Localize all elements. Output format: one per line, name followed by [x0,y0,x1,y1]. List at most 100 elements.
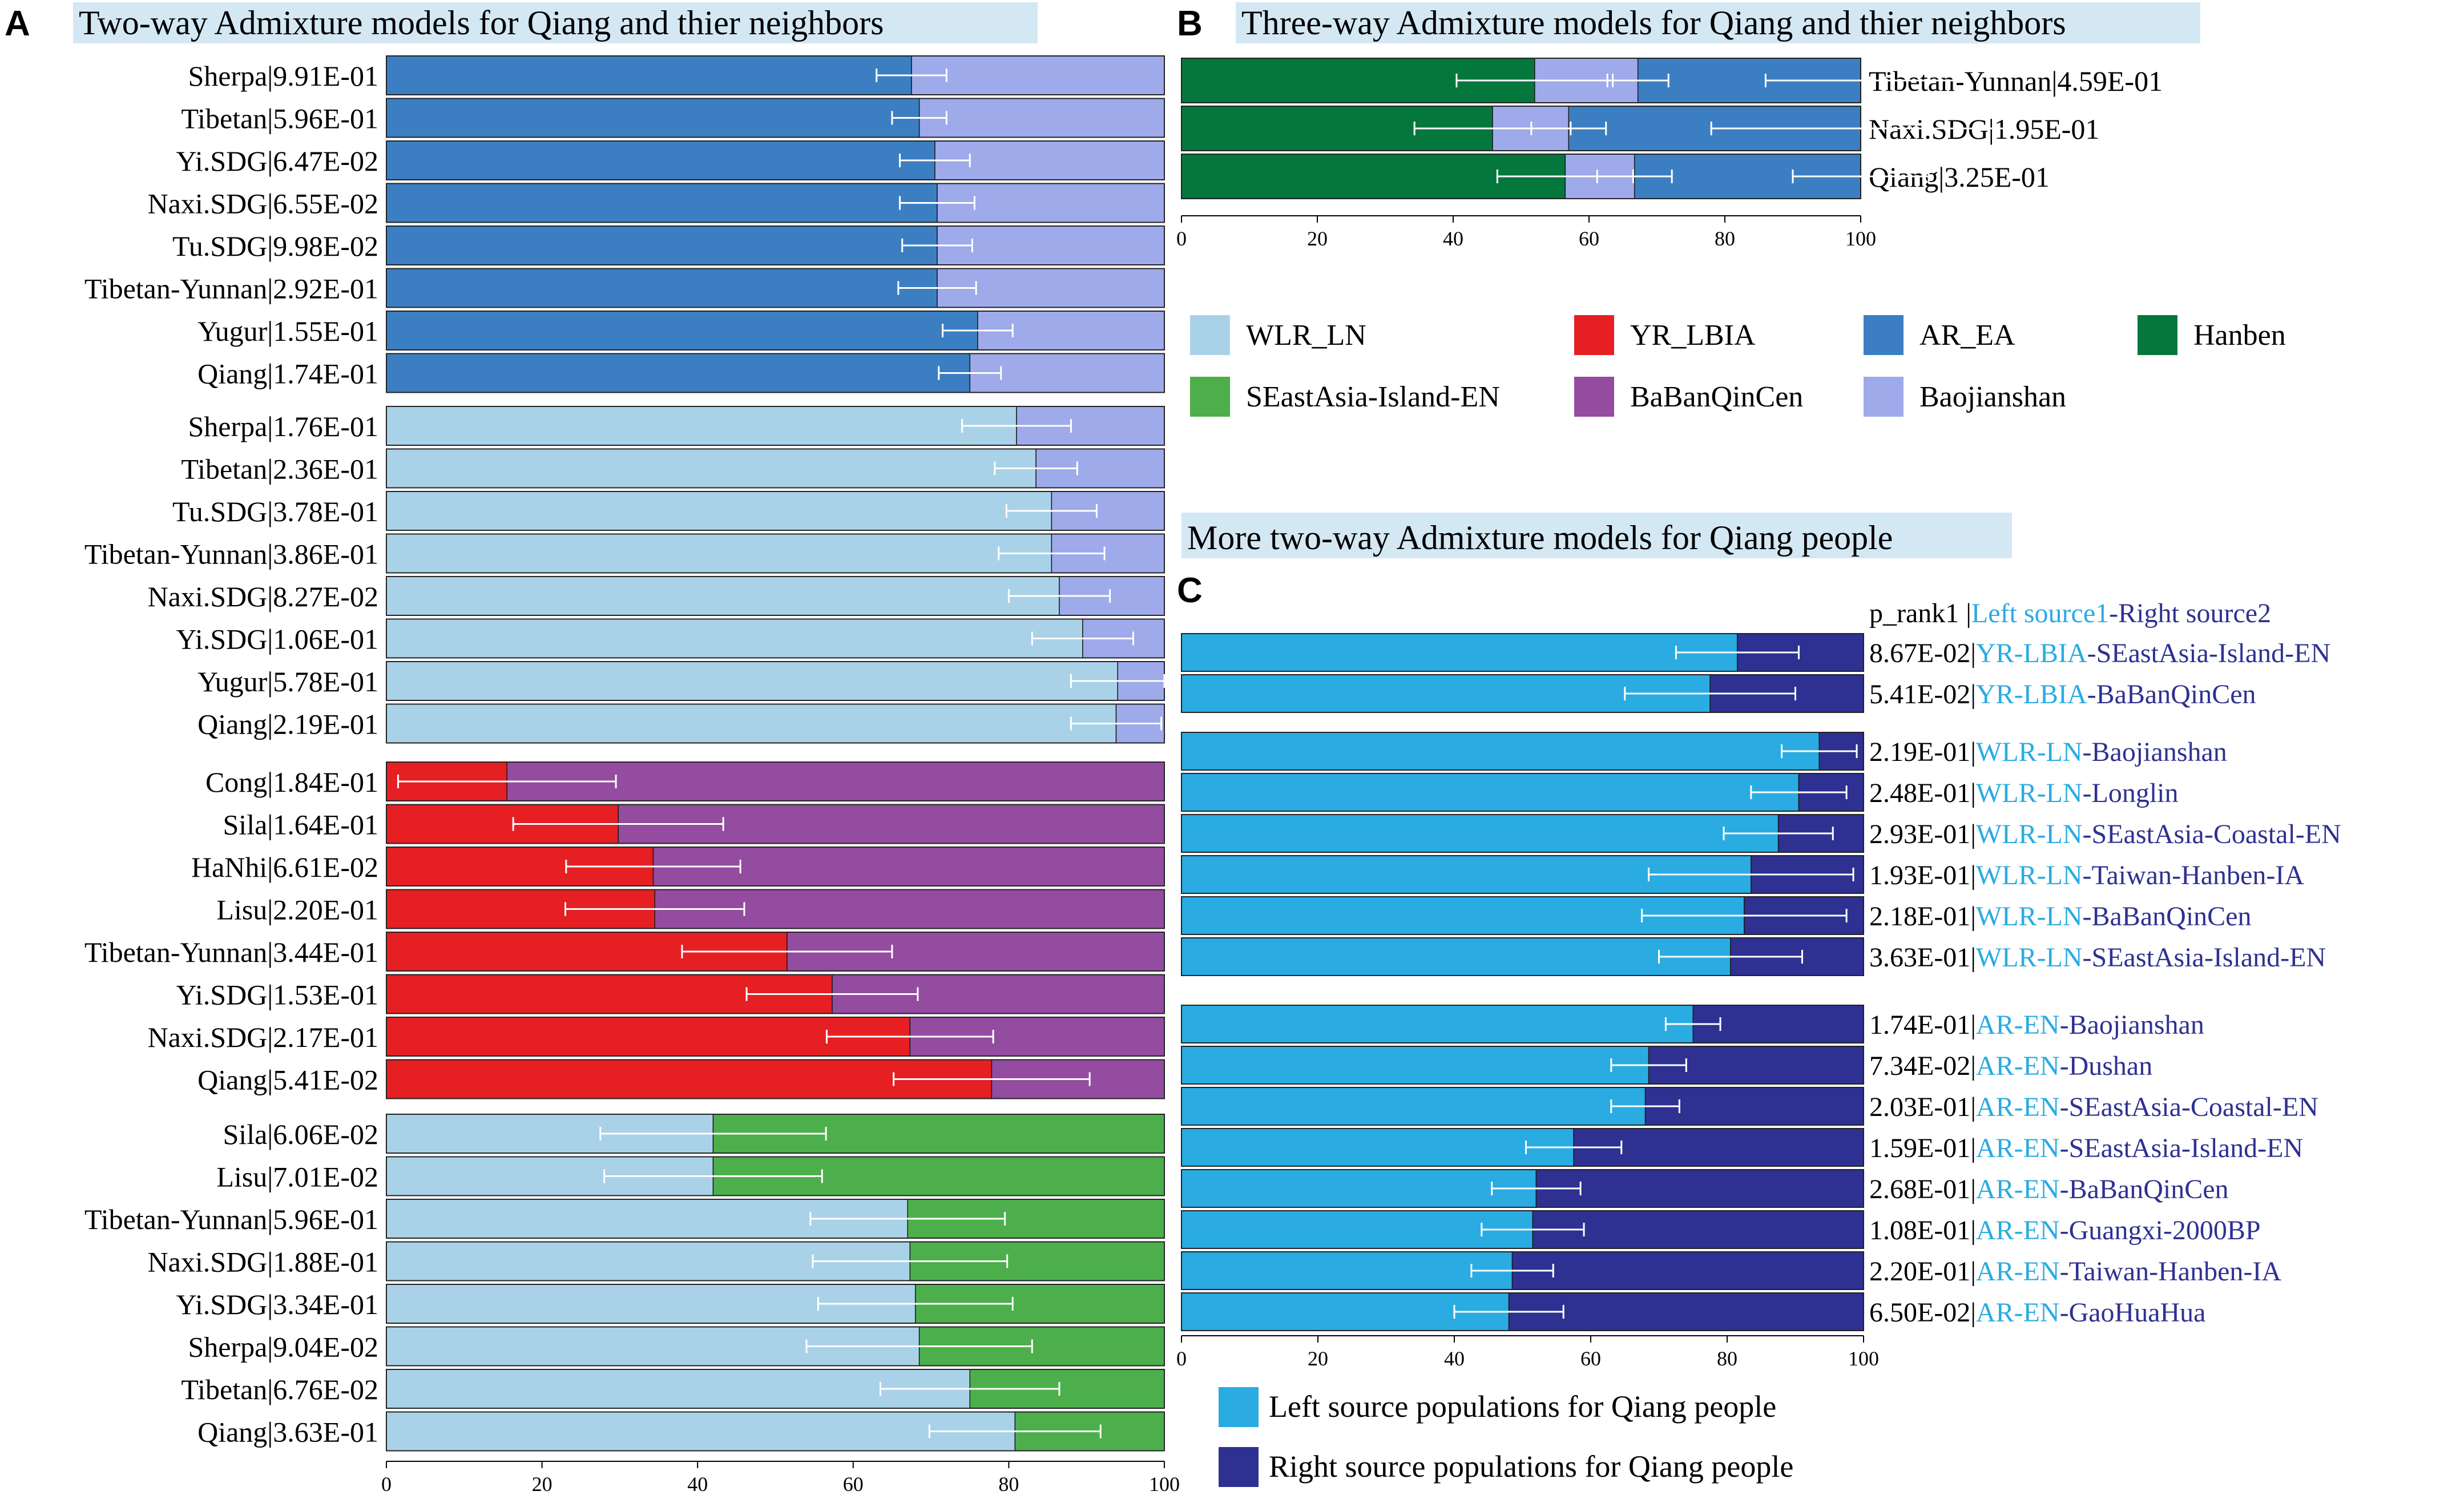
legend-b-swatch [1190,377,1230,417]
panel-c-bar-outline [1181,814,1864,853]
panel-a-bar-outline [386,448,1165,489]
panel-a-bar-outline [386,703,1165,744]
panel-c-bar-outline [1181,937,1864,976]
panel-c-error-bar [1481,1223,1585,1236]
panel-c-label-rank: 2.68E-01 [1869,1174,1970,1204]
panel-c-label-rank: 6.50E-02 [1869,1297,1970,1328]
panel_a-title-bg [73,2,1038,43]
panel-c-row: 1.59E-01|AR-EN-SEastAsia-Island-EN [1181,1128,2303,1167]
panel-b-x-axis: 0 20 40 60 80 100 [1176,215,1876,250]
panel-c-bar-outline [1181,1292,1864,1331]
legend-b-swatch [1574,377,1614,417]
panel-c-label-left: AR-EN [1976,1051,2060,1081]
panel-c-row-label: 7.34E-02|AR-EN-Dushan [1869,1051,2152,1081]
panel-c-bar-outline [1181,633,1864,672]
panel-a-row-label: Qiang|2.19E-01 [197,708,378,740]
panel-c-label-dash: - [2060,1010,2069,1040]
panel-a-bar-segment [386,703,1117,744]
panel_b-letter: B [1177,4,1203,43]
panel-c-error-bar [1491,1182,1582,1195]
panel-a-bar-segment [386,1369,970,1409]
panel-c-bar-left [1181,1251,1513,1290]
panel-a-row: Tibetan|2.36E-01 [181,448,1165,489]
panel-a-error-bar [805,1339,1033,1353]
panel-c-row: 8.67E-02|YR-LBIA-SEastAsia-Island-EN [1181,633,2330,672]
panel-a-row-label: Sila|1.64E-01 [223,809,379,841]
panel_c-letter: C [1177,571,1203,610]
panel-c-label-sep: | [1970,819,1976,849]
legend-c-swatch [1219,1387,1259,1427]
panel-c-row-label: 2.68E-01|AR-EN-BaBanQinCen [1869,1174,2229,1204]
panel-a-bar-segment [386,406,1017,446]
panel-c-label-right: GaoHuaHua [2069,1297,2206,1328]
panel-c-label-left: AR-EN [1976,1215,2060,1246]
panel-c-label-dash: - [2083,778,2092,808]
panel-c-row: 2.19E-01|WLR-LN-Baojianshan [1181,732,2227,771]
panel-a-row: Naxi.SDG|1.88E-01 [148,1241,1165,1282]
panel-c-header-header_rank: p_rank1 [1869,598,1959,628]
panel-c-header-header_dash: - [2109,598,2118,628]
panel-c-row-label: 5.41E-02|YR-LBIA-BaBanQinCen [1869,679,2256,710]
legend-b-label: Baojianshan [1919,381,2066,413]
panel-a-bar-outline [386,1369,1165,1409]
panel-a-bar-segment [386,98,920,138]
panel-c-row: 3.63E-01|WLR-LN-SEastAsia-Island-EN [1181,937,2326,976]
panel-c-label-rank: 5.41E-02 [1869,679,1970,710]
panel-b-x-axis-tick-label: 20 [1307,227,1328,250]
panel-c-error-bar [1453,1305,1564,1319]
panel-a-bar-outline [386,1284,1165,1324]
panel-c-row: 1.08E-01|AR-EN-Guangxi-2000BP [1181,1210,2261,1249]
panel-c-bar-left [1181,1005,1693,1043]
panel-c-label-sep: | [1970,737,1976,767]
legend-b: WLR_LN YR_LBIA AR_EA Hanben SEastAsia-Island… [1190,315,2286,417]
panel-a-row-label: Naxi.SDG|1.88E-01 [148,1246,378,1278]
panel-a-row-label: Lisu|2.20E-01 [216,894,378,926]
panel-a-bar-segment [386,576,1060,616]
panel-a-row: Qiang|3.63E-01 [197,1411,1165,1452]
panel-a-bar-outline [386,353,1165,393]
panel-a-error-bar [825,1030,994,1043]
panel-c-label-sep: | [1970,679,1976,710]
panel-c-label-right: SEastAsia-Coastal-EN [2069,1092,2318,1122]
panel-c-bar-outline [1181,1251,1864,1290]
panel-c-row: 2.03E-01|AR-EN-SEastAsia-Coastal-EN [1181,1087,2318,1126]
panel-b-x-axis-tick-label: 40 [1443,227,1463,250]
legend-b-swatch [1574,315,1614,355]
panel-a-row: Yi.SDG|1.53E-01 [176,974,1165,1014]
panel-b-x-axis-tick-label: 60 [1579,227,1599,250]
panel-c-row-label: 2.48E-01|WLR-LN-Longlin [1869,778,2179,808]
panel-c-label-left: AR-EN [1976,1010,2060,1040]
panel-c-label-dash: - [2060,1215,2069,1246]
panel-a-bar-segment [386,225,938,265]
panel-a-error-bar [928,1424,1102,1438]
panel-a-bar-segment [386,55,912,95]
panel-a-bar-outline [386,974,1165,1014]
panel-c-bar-right [1511,1251,1864,1290]
panel-a-error-bar [817,1297,1014,1311]
panel-c-label-dash: - [2083,942,2092,973]
panel-a-row-label: Qiang|3.63E-01 [197,1416,378,1448]
panel-c-x-axis-tick-label: 60 [1580,1347,1601,1370]
legend-b-label: BaBanQinCen [1630,381,1803,413]
panel-c-label-sep: | [1970,778,1976,808]
panel-c-label-left: AR-EN [1976,1256,2060,1287]
panel-a-row-label: Tu.SDG|3.78E-01 [172,495,378,527]
panel-a-x-axis-tick-label: 80 [998,1473,1019,1495]
panel-c-label-dash: - [2060,1051,2069,1081]
panel-c-error-bar [1641,909,1848,922]
panel-c-bar-outline [1181,773,1864,812]
panel-a-error-bar [893,1072,1091,1086]
panel-c-x-axis: 0 20 40 60 80 100 [1176,1335,1879,1370]
panel-c-label-sep: | [1970,942,1976,973]
panel-a-bar-outline [386,1059,1165,1099]
panel-c-row: 2.20E-01|AR-EN-Taiwan-Hanben-IA [1181,1251,2281,1290]
panel-a-error-bar [880,1382,1060,1396]
panel-c-label-right: Taiwan-Hanben-IA [2092,860,2305,890]
panel-c-bar-left [1181,1210,1534,1249]
panel-a-row-label: Cong|1.84E-01 [205,766,378,798]
panel-a-x-axis-tick-label: 0 [381,1473,392,1495]
panel-c-row-label: 2.93E-01|WLR-LN-SEastAsia-Coastal-EN [1869,819,2341,849]
panel-c-x-axis-tick-label: 20 [1308,1347,1328,1370]
panel_c-title: More two-way Admixture models for Qiang … [1187,519,1893,557]
panel-a-error-bar [812,1254,1009,1268]
